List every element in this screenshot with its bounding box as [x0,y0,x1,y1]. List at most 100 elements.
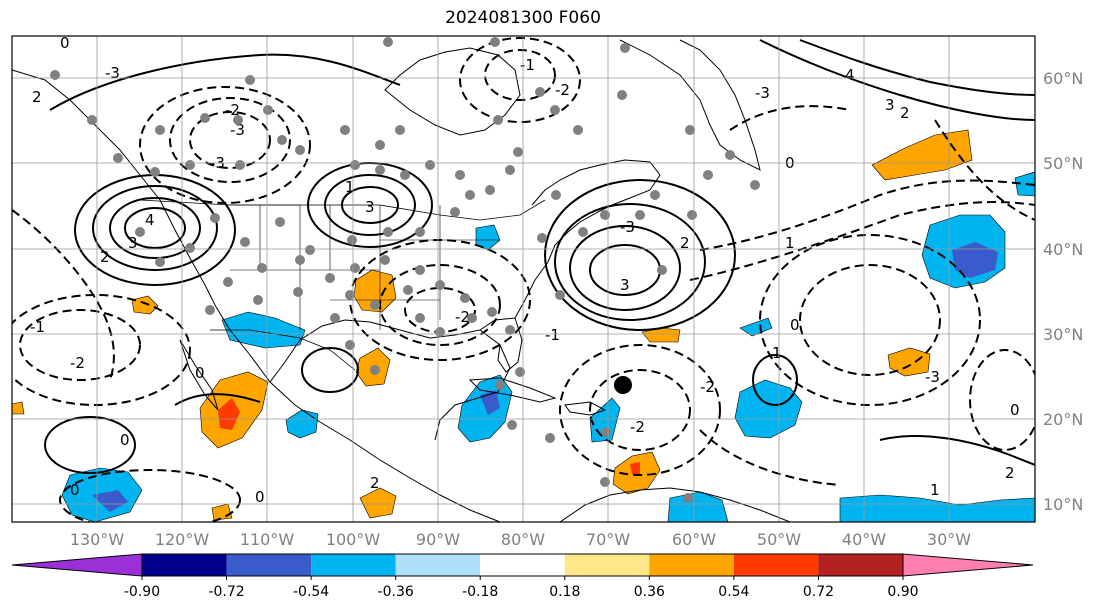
mexico-border [210,329,356,371]
latitude-axis-labels: 60°N 50°N 40°N 30°N 20°N 10°N [1043,69,1083,514]
contour-label: 0 [195,364,205,382]
orange-patch-south [359,487,397,519]
positive-western-contour [44,416,136,474]
low-pacific-contour-3 [139,86,311,204]
orange-patch-pacific [131,295,159,315]
negative-west-contour [12,209,115,381]
contour-label: -2 [630,418,645,436]
blue-patch-mid-atlantic [739,317,773,337]
low-nw-atlantic-contour-1 [484,49,556,101]
blue-patch-south-caribbean [667,491,729,522]
low-caribbean-contour-1 [589,369,691,451]
longitude-axis-labels: 130°W 120°W 110°W 100°W 90°W 80°W 70°W 6… [70,530,971,549]
west-coast-north-america [12,69,501,522]
contour-label: 1 [930,481,940,499]
colorbar-tick-label: -0.18 [462,584,498,600]
graticule [12,36,1035,522]
positive-caribbean-contour [174,393,261,406]
contour-label: 3 [885,96,895,114]
contour-label: -3 [925,368,940,386]
storm-center-marker [614,376,632,394]
blue-patch-southeast [839,494,1035,522]
contour-label: 1 [345,178,355,196]
contour-label: -3 [105,64,120,82]
contour-label: 0 [60,34,70,52]
low-pacific-contour-1 [189,111,271,169]
contour-label: -1 [545,326,560,344]
contour-label: 0 [70,481,80,499]
low-nw-atlantic-contour-2 [459,37,581,123]
lon-tick-label: 70°W [586,530,630,549]
low-southeast-us-contour-3 [349,239,531,361]
negative-east-contour [934,119,1035,221]
blue-patch-gulf-coast [221,311,306,349]
contour-label: -3 [620,218,635,236]
high-canada-contour-2 [324,174,416,236]
colorbar-tick-label: -0.72 [208,584,244,600]
negative-atlantic-band-2 [689,201,1035,281]
high-atlantic-contour-3 [554,203,706,321]
low-pacific-south-contour-1 [19,309,141,381]
contour-label: 0 [255,488,265,506]
contour-label: -2 [555,81,570,99]
colorbar-segment [733,554,819,576]
orange-patch-texas [353,269,397,313]
negative-northeast-contour [729,105,851,131]
positive-south-contour [879,435,1035,466]
colorbar-tick-label: -0.54 [293,584,329,600]
contour-label: 2 [680,234,690,252]
lat-tick-label: 30°N [1043,325,1083,344]
lon-tick-label: 30°W [927,530,971,549]
colorbar-extend-high [902,553,1034,577]
contour-label: -3 [230,121,245,139]
lon-tick-label: 60°W [672,530,716,549]
contour-label: 4 [845,66,855,84]
florida [479,317,523,373]
contour-label: 2 [32,88,42,106]
coastlines [12,39,791,522]
lat-tick-label: 40°N [1043,240,1083,259]
contour-label: 0 [1010,401,1020,419]
colorbar-segment [226,554,312,576]
map-title: 2024081300 F060 [445,8,601,28]
lon-tick-label: 120°W [155,530,210,549]
contour-label: -2 [225,101,240,119]
contour-label: 1 [785,234,795,252]
colorbar-segment [480,554,565,576]
high-pacific-contour-2 [109,197,201,259]
low-southern-contour [59,469,241,522]
contour-label: -1 [520,56,535,74]
canada-us-border [139,199,546,221]
map-frame [11,35,1036,523]
positive-central-contour [301,347,359,393]
high-northeast-contour-1 [759,39,1035,121]
contour-label: 2 [900,104,910,122]
colorbar-segment [564,554,650,576]
lon-tick-label: 100°W [326,530,381,549]
shaded-anomaly-regions [12,129,1035,522]
lon-tick-label: 80°W [501,530,545,549]
hispaniola [564,401,607,416]
colorbar-tick-label: 0.18 [549,584,580,600]
orange-patch-east-atlantic [887,347,931,377]
contour-label: 2 [100,248,110,266]
contour-label: 4 [145,211,155,229]
blue-patch-far-northeast [1014,171,1035,197]
contour-label: 0 [120,431,130,449]
contour-label: 3 [620,276,630,294]
negative-atlantic-band-1 [699,179,1035,251]
colorbar-segment [818,554,903,576]
gulf-of-mexico-coast [269,319,511,441]
contour-label: -1 [30,318,45,336]
lat-tick-label: 20°N [1043,410,1083,429]
dark-blue-core-central-atlantic [952,242,998,278]
contour-label: 0 [790,316,800,334]
high-east-atlantic-contour [752,354,798,406]
contour-label: 3 [365,198,375,216]
colorbar-segment [649,554,734,576]
colorbar-frame [141,553,904,577]
hudson-bay [384,47,521,136]
contour-label: 1 [772,344,782,362]
contour-label: -3 [755,84,770,102]
